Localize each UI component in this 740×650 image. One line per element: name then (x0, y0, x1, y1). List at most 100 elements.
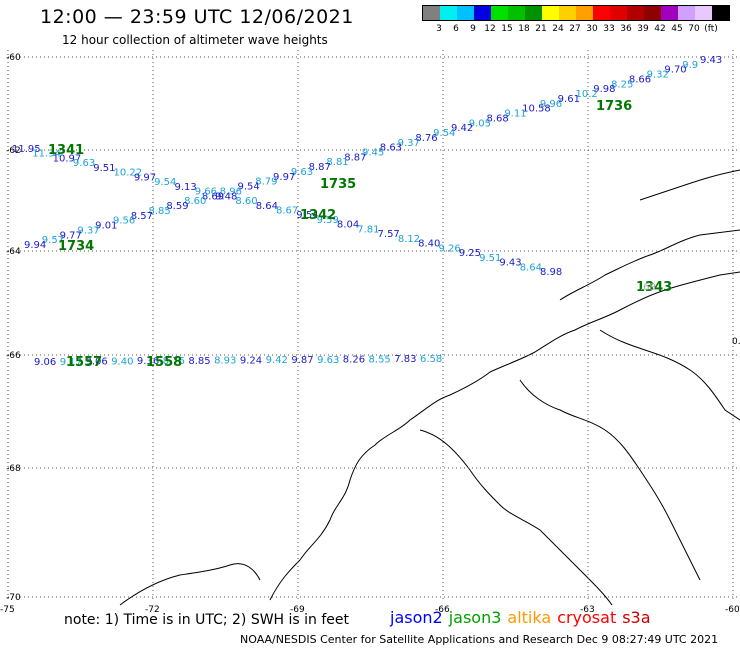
wave-height-value: 9.97 (273, 172, 295, 183)
track-time-label: 1343 (636, 280, 672, 295)
color-swatch (576, 6, 593, 20)
color-scale-label: 15 (501, 24, 513, 34)
wave-height-value: 9.42 (266, 355, 288, 366)
wave-height-value: 9.43 (700, 55, 722, 66)
latitude-label: -70 (6, 593, 21, 603)
wave-height-value: 9.87 (291, 355, 313, 366)
wave-height-value: 9.97 (134, 172, 156, 183)
coastline (119, 169, 740, 606)
page-subtitle: 12 hour collection of altimeter wave hei… (62, 33, 328, 47)
color-scale-label: 45 (671, 24, 683, 34)
longitude-label: -66 (435, 605, 450, 615)
wave-height-value: 9.32 (647, 70, 669, 81)
wave-height-value: 8.68 (487, 113, 509, 124)
wave-height-value: 8.87 (309, 162, 331, 173)
wave-height-value: 9.37 (77, 225, 99, 236)
longitude-label: -60 (725, 605, 740, 615)
wave-height-value: 9.94 (24, 240, 46, 251)
wave-height-value: 7.83 (394, 354, 416, 365)
color-scale-label: 27 (569, 24, 581, 34)
wave-height-value: 9.56 (113, 216, 135, 227)
wave-height-value: 8.85 (149, 206, 171, 217)
color-scale-label: 12 (484, 24, 496, 34)
wave-height-value: 9.24 (240, 355, 262, 366)
wave-height-value: 9.42 (451, 123, 473, 134)
satellite-legend-item: jason2 (390, 608, 443, 627)
wave-height-value: 8.93 (214, 356, 236, 367)
wave-height-value: 9.9 (682, 60, 698, 71)
axis-labels: -60 -62 -64 -66 -68 -70 -75 -72 -69 -66 -63 -60 (0, 53, 740, 615)
color-swatch (593, 6, 610, 20)
edge-value: 0. (732, 337, 740, 347)
wave-height-value: 8.64 (256, 201, 278, 212)
wave-height-value: 9.36 (137, 356, 159, 367)
color-swatch (474, 6, 491, 20)
wave-height-value: 8.63 (380, 143, 402, 154)
wave-height-value: 9.26 (438, 243, 460, 254)
track-time-label: 1341 (48, 143, 84, 158)
color-scale-label: 3 (436, 24, 442, 34)
color-swatch (542, 6, 559, 20)
wave-height-value: 8.25 (611, 79, 633, 90)
wave-height-value: 8.59 (166, 201, 188, 212)
color-swatch (610, 6, 627, 20)
wave-height-value: 8.96 (220, 186, 242, 197)
color-scale-label: 30 (586, 24, 598, 34)
wave-height-value: 9.37 (398, 138, 420, 149)
wave-height-value: 9.06 (85, 357, 107, 368)
graticule (7, 50, 740, 600)
wave-height-value: 8.66 (629, 74, 651, 85)
wave-height-value: 11.95 (12, 144, 41, 155)
wave-height-value: 9.59 (317, 215, 339, 226)
color-swatch (627, 6, 644, 20)
wave-height-value: 10.58 (522, 104, 551, 115)
longitude-label: -75 (0, 605, 15, 615)
wave-height-value: 10.2 (575, 89, 597, 100)
color-scale-label: 9 (470, 24, 476, 34)
latitude-label: -60 (6, 53, 21, 63)
wave-height-value: 9.70 (664, 65, 686, 76)
wave-height-value: 8.04 (337, 220, 359, 231)
color-swatch (440, 6, 457, 20)
longitude-label: -72 (145, 605, 160, 615)
track-time-label: 1557 (66, 355, 102, 370)
color-scale-swatches (422, 5, 730, 21)
credit-line: NOAA/NESDIS Center for Satellite Applica… (240, 633, 719, 646)
wave-height-value: 9.06 (34, 357, 56, 368)
wave-height-value: 10.22 (114, 168, 143, 179)
wave-height-value: 8.76 (163, 356, 185, 367)
wave-height-value: 8.76 (415, 133, 437, 144)
wave-height-value: 9.13 (174, 182, 196, 193)
wave-height-value: 8.85 (188, 356, 210, 367)
color-scale-legend: 3 6 9 12 15 18 21 24 27 30 33 36 39 42 45 70 (ft) (422, 5, 730, 35)
latitude-label: -68 (6, 464, 21, 474)
wave-height-value: 9.61 (558, 94, 580, 105)
track-time-label: 1342 (300, 208, 336, 223)
wave-height-value: 8.60 (184, 196, 206, 207)
satellite-legend: jason2 jason3 altika cryosat s3a (390, 608, 657, 627)
track-time-label: 1736 (596, 99, 632, 114)
color-scale-label: 39 (637, 24, 649, 34)
wave-height-value: 6.58 (420, 354, 442, 365)
color-scale-labels: 3 6 9 12 15 18 21 24 27 30 33 36 39 42 45 70 (ft) (422, 21, 730, 35)
wave-height-value: 8.87 (344, 152, 366, 163)
satellite-legend-item: cryosat (557, 608, 617, 627)
altimeter-tracks: 9.439.99.709.328.668.259.9810.29.619.961… (12, 55, 722, 370)
color-swatch (712, 6, 729, 20)
color-scale-label: 70 (688, 24, 700, 34)
color-swatch (508, 6, 525, 20)
wave-height-value: 8.60 (235, 196, 257, 207)
wave-height-value: 9.25 (459, 248, 481, 259)
color-swatch (644, 6, 661, 20)
color-scale-label: 42 (654, 24, 666, 34)
color-swatch (525, 6, 542, 20)
color-scale-label: 21 (535, 24, 547, 34)
track-time-label: 1558 (146, 355, 182, 370)
color-swatch (457, 6, 474, 20)
faded-value: .69 (640, 282, 656, 293)
color-scale-label: 18 (518, 24, 530, 34)
wave-height-value: 9.54 (237, 182, 259, 193)
wave-height-value: 9.40 (111, 356, 133, 367)
wave-height-value: 9.98 (593, 84, 615, 95)
color-swatch (559, 6, 576, 20)
